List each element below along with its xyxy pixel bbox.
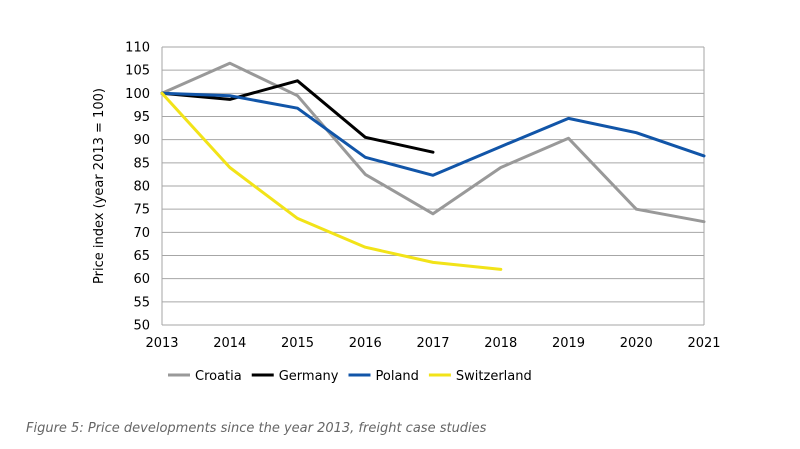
y-tick-65: 65 [133,249,150,264]
series-line-switzerland [160,91,503,271]
y-tick-75: 75 [133,203,150,218]
y-tick-60: 60 [133,272,150,287]
grid-lines [161,46,705,326]
y-tick-50: 50 [133,319,150,334]
legend-label-croatia: Croatia [195,369,242,384]
y-tick-110: 110 [125,41,150,56]
legend: Croatia Germany Poland Switzerland [168,369,532,384]
x-tick-2014: 2014 [213,336,246,351]
x-tick-2021: 2021 [687,336,720,351]
x-tick-2020: 2020 [620,336,653,351]
legend-label-switzerland: Switzerland [456,369,532,384]
y-tick-105: 105 [125,64,150,79]
x-tick-2015: 2015 [281,336,314,351]
series-line-poland [160,91,706,177]
legend-label-germany: Germany [279,369,339,384]
y-tick-labels: 50 55 60 65 70 75 80 85 90 95 100 105 110 [125,41,150,334]
y-tick-95: 95 [133,110,150,125]
figure-caption: Figure 5: Price developments since the y… [26,421,487,436]
y-tick-85: 85 [133,156,150,171]
y-tick-80: 80 [133,180,150,195]
legend-label-poland: Poland [376,369,419,384]
y-tick-55: 55 [133,295,150,310]
y-axis-label: Price index (year 2013 = 100) [92,88,107,284]
x-tick-labels: 2013 2014 2015 2016 2017 2018 2019 2020 2021 [145,336,720,351]
x-tick-2017: 2017 [416,336,449,351]
y-tick-90: 90 [133,133,150,148]
y-tick-70: 70 [133,226,150,241]
series-lines [160,61,706,271]
x-tick-2019: 2019 [552,336,585,351]
x-tick-2013: 2013 [145,336,178,351]
x-tick-2018: 2018 [484,336,517,351]
x-tick-2016: 2016 [349,336,382,351]
series-line-croatia [160,61,706,224]
series-line-germany [160,79,435,154]
y-tick-100: 100 [125,87,150,102]
